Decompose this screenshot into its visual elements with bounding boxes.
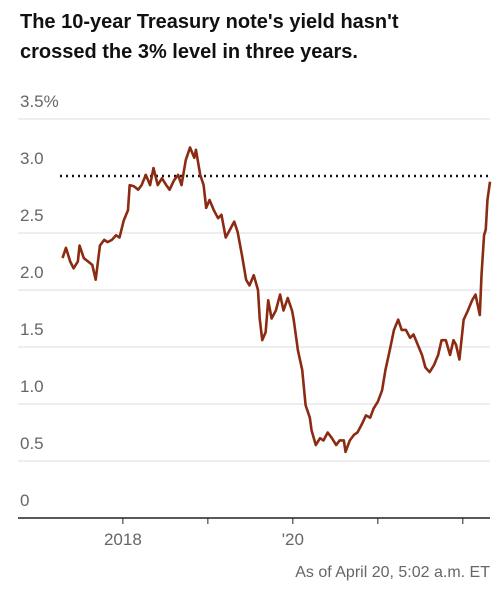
- y-tick-label: 2.5: [20, 206, 44, 225]
- data-line: [61, 146, 492, 454]
- y-tick-label: 1.5: [20, 320, 44, 339]
- y-tick-label: 0: [20, 491, 29, 510]
- y-tick-label: 0.5: [20, 434, 44, 453]
- x-tick-label: 2018: [104, 530, 142, 549]
- y-tick-label: 2.0: [20, 263, 44, 282]
- y-tick-label: 3.5%: [20, 92, 59, 111]
- y-tick-label: 3.0: [20, 149, 44, 168]
- y-tick-label: 1.0: [20, 377, 44, 396]
- chart-title: crossed the 3% level in three years.: [20, 41, 358, 63]
- footnote: As of April 20, 5:02 a.m. ET: [295, 564, 490, 581]
- chart-title: The 10-year Treasury note's yield hasn't: [20, 11, 399, 33]
- x-tick-label: '20: [282, 530, 304, 549]
